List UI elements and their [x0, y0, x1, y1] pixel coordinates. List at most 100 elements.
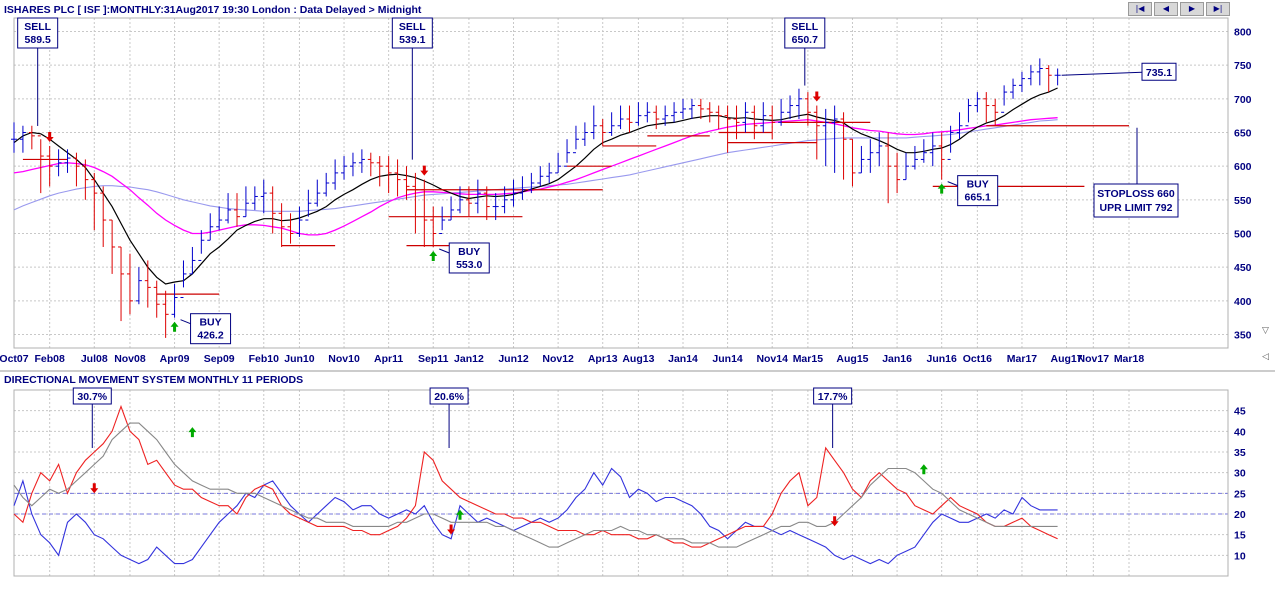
sell-label-text: 589.5 [25, 34, 51, 46]
price-bar [474, 179, 481, 214]
x-tick-label: Aug17 [1051, 353, 1083, 365]
price-bar [305, 189, 312, 221]
x-tick-label: Sep11 [418, 353, 449, 365]
price-bar [225, 193, 232, 224]
price-bars [11, 58, 1061, 338]
price-bar [680, 98, 686, 120]
x-tick-label: Mar15 [793, 353, 824, 365]
x-tick-label: Jun16 [927, 353, 958, 365]
price-bar [162, 290, 169, 338]
buy-label-text: 665.1 [965, 192, 991, 204]
upper-limit-text: UPR LIMIT 792 [1100, 202, 1173, 214]
buy-leader-line [439, 248, 450, 254]
price-bar [1010, 78, 1017, 99]
last-value-leader-line [1061, 71, 1143, 76]
price-bar [64, 149, 71, 173]
price-bar [376, 156, 383, 187]
price-bar [100, 186, 107, 247]
previous-page-button[interactable]: ◀ [1154, 2, 1178, 16]
price-bar [394, 159, 401, 197]
ma-long-line [13, 119, 1058, 212]
dmi-y-tick-label: 10 [1234, 550, 1246, 562]
x-tick-label: Feb08 [35, 353, 66, 365]
buy-label-text: BUY [967, 179, 989, 191]
dmi-sell-arrow-icon [90, 483, 99, 494]
price-bar [706, 102, 713, 123]
price-bar [421, 179, 428, 247]
price-bar [278, 203, 285, 247]
price-panel-frame [13, 17, 1229, 349]
price-bar [724, 105, 731, 153]
price-bar [688, 98, 695, 120]
x-tick-label: Feb10 [249, 353, 280, 365]
price-bar [28, 125, 35, 150]
next-page-button[interactable]: ▶ [1180, 2, 1204, 16]
sell-label-text: SELL [24, 21, 51, 33]
x-tick-label: Jul08 [81, 353, 108, 365]
scroll-up-icon[interactable]: ▽ [1262, 326, 1269, 336]
price-bar [760, 102, 767, 133]
price-bar [920, 139, 927, 163]
price-y-tick-label: 350 [1234, 330, 1252, 342]
first-page-button[interactable]: |◀ [1128, 2, 1152, 16]
x-tick-label: Sep09 [204, 353, 235, 365]
price-bar [439, 206, 446, 235]
x-tick-label: Jun12 [498, 353, 529, 365]
x-tick-label: Jan16 [882, 353, 912, 365]
x-tick-label: Jun10 [284, 353, 315, 365]
chart-frame [0, 17, 1275, 577]
price-bar [956, 112, 963, 140]
price-bar [840, 112, 847, 180]
x-tick-label: Mar17 [1007, 353, 1038, 365]
dmi-plus_di-line [13, 467, 1058, 565]
x-tick-label: Apr09 [160, 353, 190, 365]
stoploss-label: STOPLOSS 660 UPR LIMIT 792 [1093, 183, 1179, 218]
price-bar [992, 98, 999, 126]
price-bar [849, 138, 856, 187]
sell-label-box [784, 17, 826, 49]
price-bar [73, 152, 80, 187]
price-bar [260, 179, 267, 214]
price-bar [555, 152, 562, 174]
chart-title: ISHARES PLC [ ISF ]:MONTHLY:31Aug2017 19… [4, 4, 422, 16]
x-tick-label: Jan14 [668, 353, 698, 365]
buy-label-box [448, 242, 490, 274]
price-bar [46, 145, 53, 187]
price-bar [626, 105, 633, 133]
price-bar [144, 260, 151, 308]
last-page-button[interactable]: ▶| [1206, 2, 1230, 16]
price-y-tick-label: 550 [1234, 195, 1252, 207]
price-bar [813, 105, 820, 160]
buy-label-text: 553.0 [456, 259, 482, 271]
x-tick-label: Nov08 [114, 353, 146, 365]
price-bar [189, 246, 196, 275]
trade-signals: SELL589.5BUY426.2SELL539.1BUY553.0SELL65… [17, 17, 1179, 345]
x-tick-label: Jan12 [454, 353, 484, 365]
scroll-right-icon[interactable]: ◁ [1262, 352, 1269, 362]
navigation-buttons: |◀ ◀ ▶ ▶| [1128, 2, 1230, 16]
dmi-y-tick-label: 15 [1234, 530, 1246, 542]
price-bar [483, 186, 490, 221]
price-bar [1054, 68, 1061, 86]
price-bar [911, 145, 918, 170]
dmi-annotations: 30.7% 20.6% 17.7% [72, 387, 928, 535]
price-bar [501, 186, 508, 214]
price-bar [465, 186, 472, 217]
x-tick-label: Nov14 [756, 353, 788, 365]
dmi-y-tick-label: 20 [1234, 509, 1246, 521]
last-value-label: 735.1 [1141, 62, 1177, 81]
price-bar [974, 92, 981, 113]
dmi-annotation-text: 30.7% [77, 391, 107, 403]
price-bar [822, 108, 829, 167]
price-bar [608, 112, 615, 136]
buy-arrow-icon [429, 250, 438, 261]
support-lines [22, 121, 1129, 295]
price-bar [751, 105, 758, 140]
price-bar [171, 284, 178, 318]
dmi-buy-arrow-icon [919, 464, 928, 475]
price-bar [965, 98, 972, 127]
price-bar [903, 152, 909, 181]
